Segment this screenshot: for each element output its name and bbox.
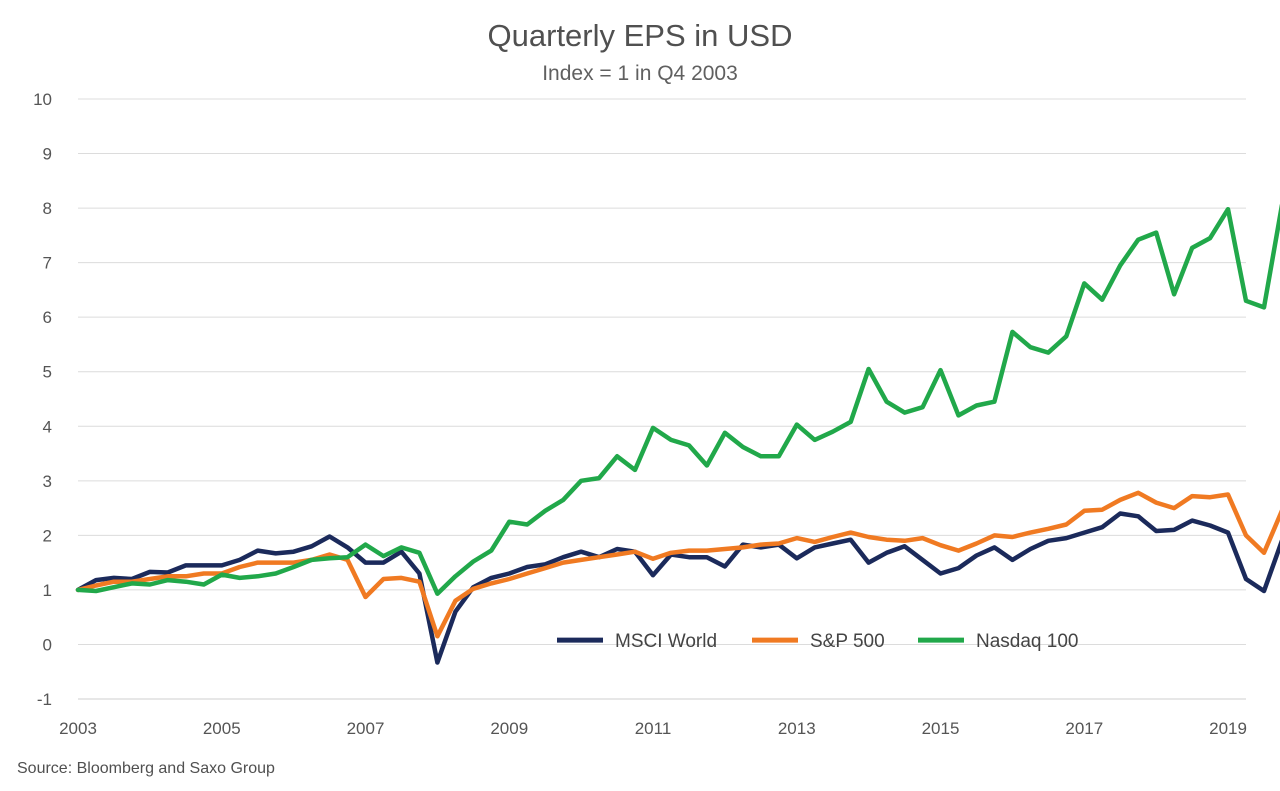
y-tick-label: 10: [33, 90, 52, 109]
x-tick-label: 2017: [1065, 719, 1103, 738]
x-tick-label: 2005: [203, 719, 241, 738]
y-tick-label: 8: [43, 199, 52, 218]
y-tick-label: 2: [43, 526, 52, 545]
x-tick-label: 2013: [778, 719, 816, 738]
x-tick-label: 2015: [922, 719, 960, 738]
y-tick-label: 6: [43, 308, 52, 327]
y-tick-label: 9: [43, 145, 52, 164]
y-tick-label: -1: [37, 690, 52, 709]
chart-subtitle: Index = 1 in Q4 2003: [542, 62, 738, 85]
x-tick-label: 2007: [347, 719, 385, 738]
x-tick-label: 2003: [59, 719, 97, 738]
y-tick-label: 0: [43, 635, 52, 654]
series-line-nasdaq-100: [75, 203, 1280, 596]
legend: MSCI World S&P 500 Nasdaq 100: [557, 631, 1078, 652]
x-tick-label: 2011: [635, 719, 672, 738]
chart-title: Quarterly EPS in USD: [487, 18, 793, 53]
legend-label-nasdaq-100: Nasdaq 100: [976, 631, 1078, 652]
series-lines: [75, 203, 1280, 665]
x-axis-ticks: 2003 2005 2007 2009 2011 2013 2015 2017 2019: [59, 719, 1247, 738]
source-note: Source: Bloomberg and Saxo Group: [17, 760, 275, 777]
y-axis-ticks: -1 0 1 2 3 4 5 6 7 8 9 10: [33, 90, 52, 709]
y-tick-label: 5: [43, 363, 52, 382]
y-tick-label: 7: [43, 254, 52, 273]
gridlines: [78, 98, 1246, 700]
series-line-s-p-500: [75, 490, 1280, 639]
legend-label-s-p-500: S&P 500: [810, 631, 885, 652]
y-tick-label: 3: [43, 472, 52, 491]
x-tick-label: 2009: [490, 719, 528, 738]
legend-label-msci-world: MSCI World: [615, 631, 717, 652]
series-line-msci-world: [75, 511, 1280, 665]
y-tick-label: 1: [43, 581, 52, 600]
x-tick-label: 2019: [1209, 719, 1247, 738]
y-tick-label: 4: [43, 417, 52, 436]
